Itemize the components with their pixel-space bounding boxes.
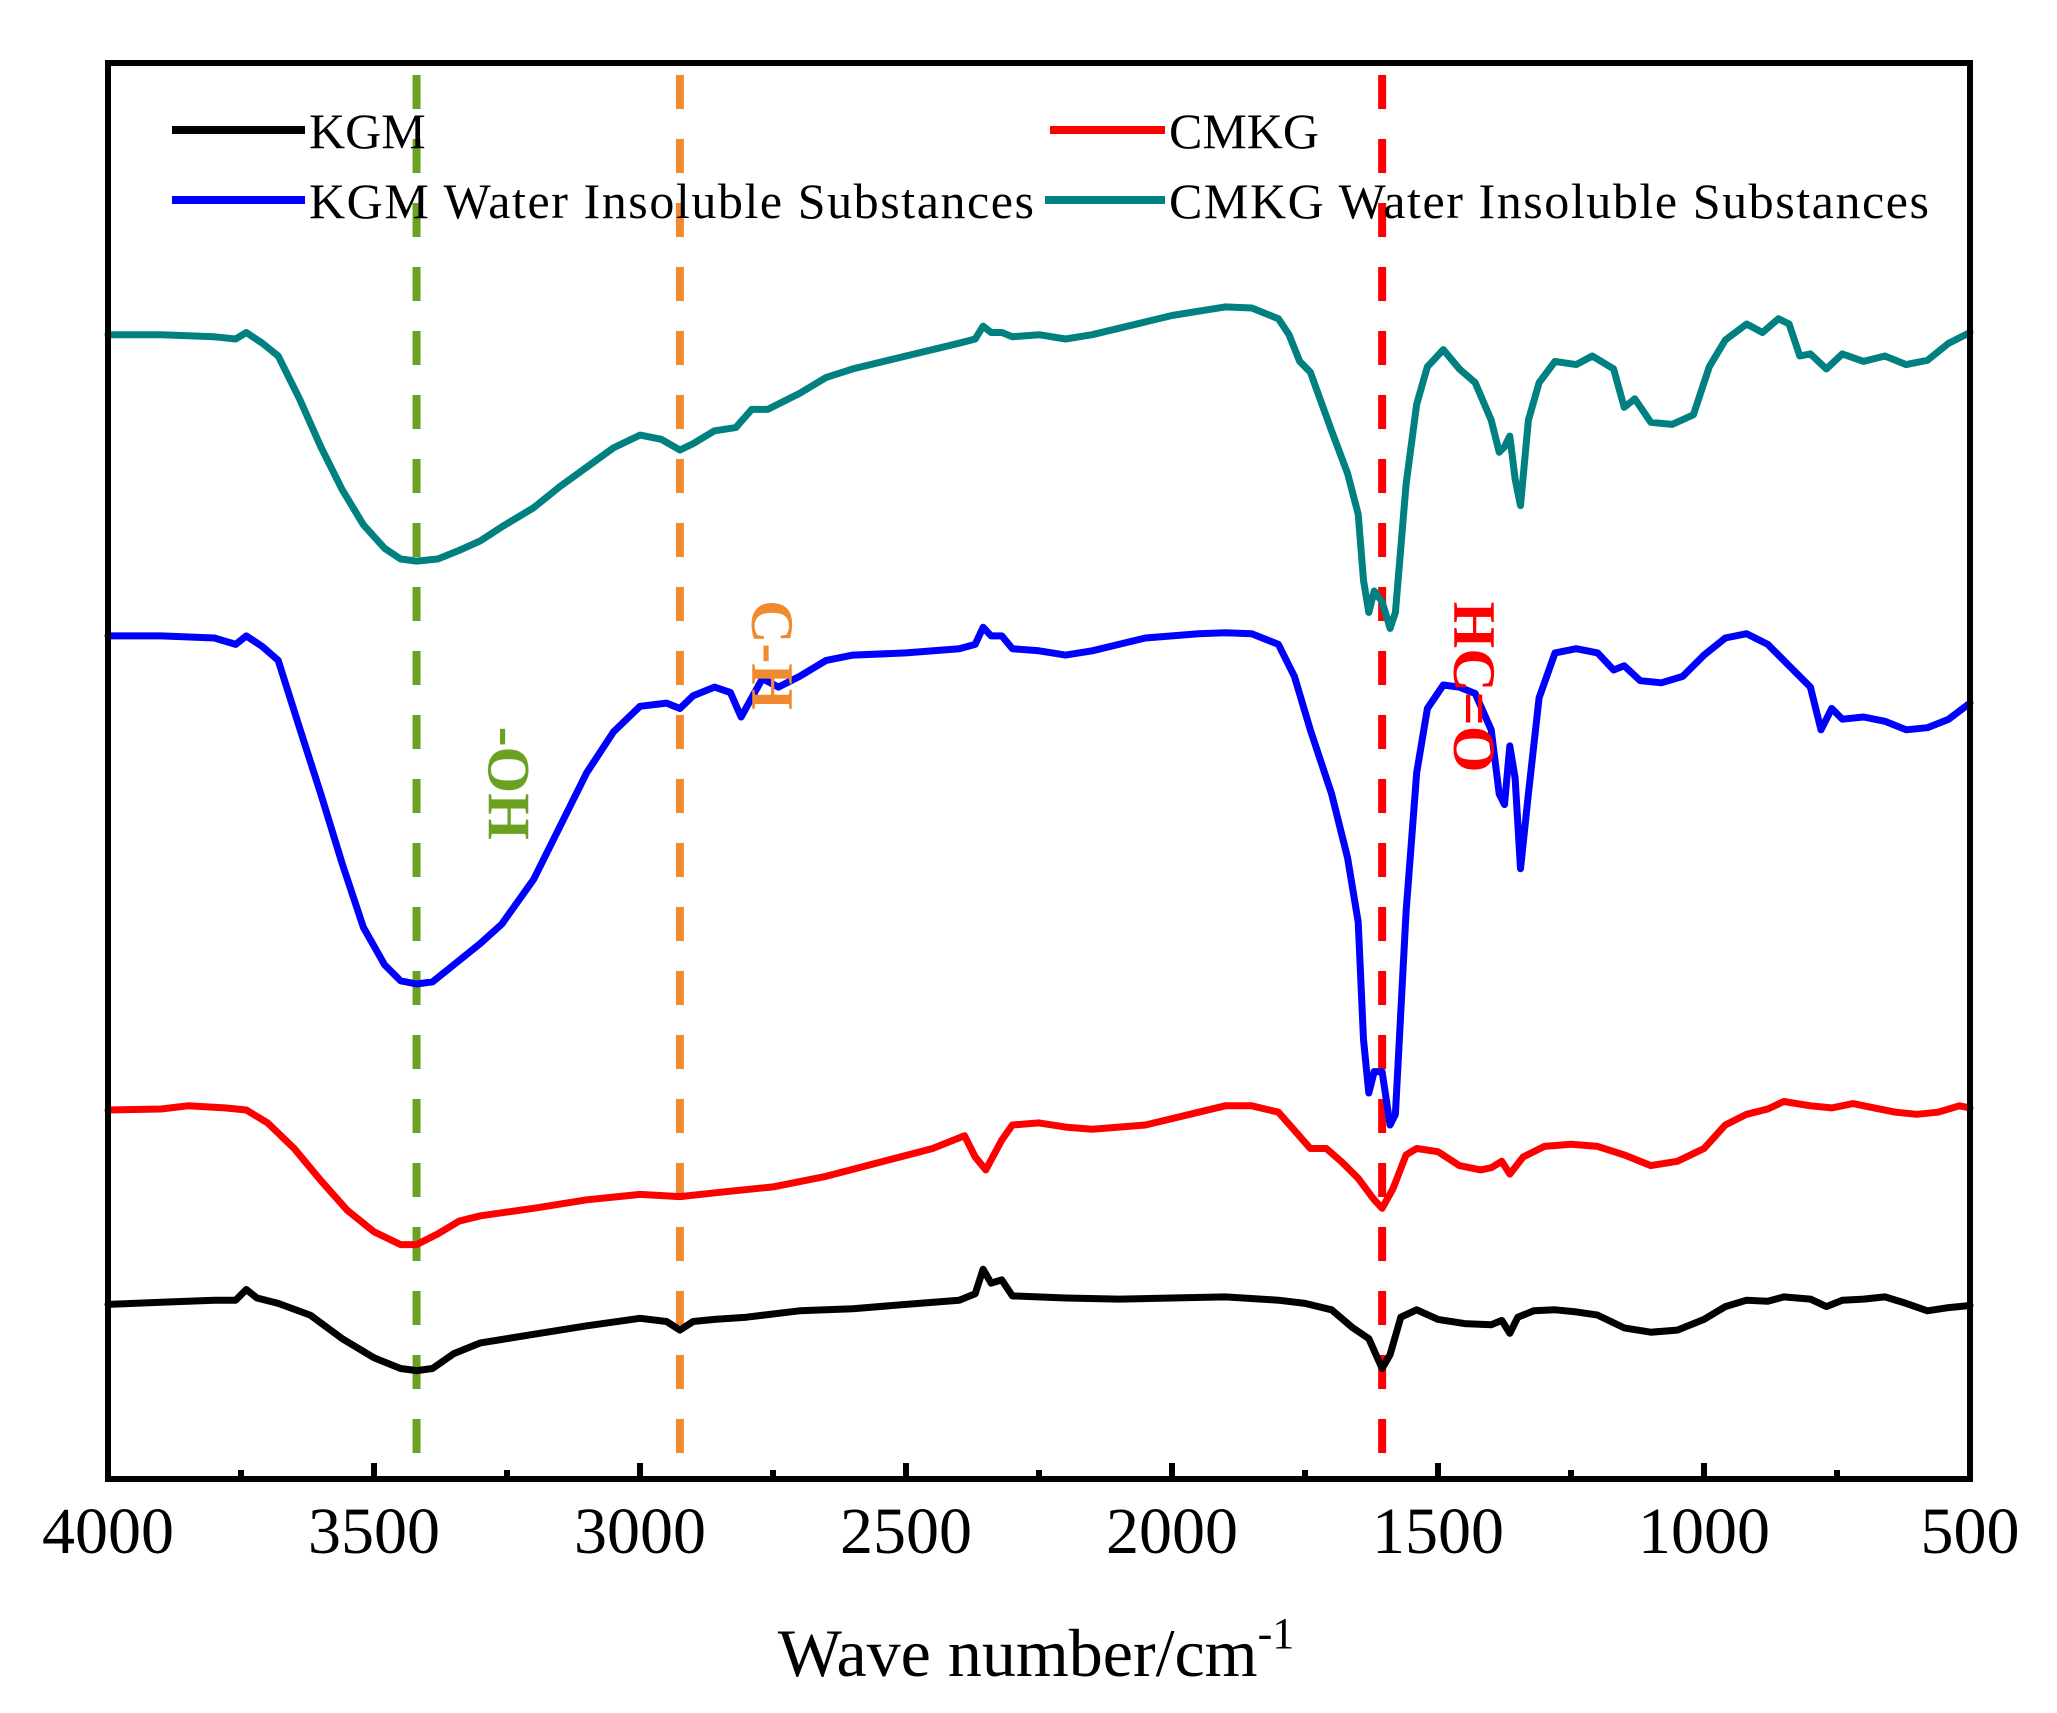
legend-label-kgm: KGM — [309, 103, 426, 159]
series-line-cmkg-water-insoluble-substances — [104, 303, 1974, 632]
x-axis-label: Wave number/cm-1 — [778, 1609, 1294, 1691]
x-tick-label: 1000 — [1638, 1495, 1770, 1568]
series-lines — [104, 303, 1974, 1375]
x-tick-label: 3000 — [574, 1495, 706, 1568]
legend-label-cmkg-water-insoluble-substances: CMKG Water Insoluble Substances — [1169, 173, 1929, 229]
reference-label-hco: HC=O — [1441, 602, 1507, 773]
reference-lines — [412, 75, 1387, 1471]
x-axis-ticks — [105, 1463, 1973, 1479]
x-tick-label: 3500 — [308, 1495, 440, 1568]
reference-line-labels: -OH C-H HC=O — [476, 600, 1508, 840]
x-axis-tick-labels: 4000 3500 3000 2500 2000 1500 1000 500 — [42, 1495, 2020, 1568]
series-line-kgm-water-insoluble-substances — [104, 623, 1974, 1129]
x-tick-label: 1500 — [1372, 1495, 1504, 1568]
legend-label-cmkg: CMKG — [1169, 103, 1319, 159]
x-tick-label: 2500 — [840, 1495, 972, 1568]
x-tick-label: 4000 — [42, 1495, 174, 1568]
x-axis-label-text: Wave number/cm — [778, 1615, 1258, 1691]
x-tick-label: 500 — [1921, 1495, 2020, 1568]
series-line-kgm — [104, 1265, 1974, 1375]
x-tick-label: 2000 — [1106, 1495, 1238, 1568]
reference-label-oh: -OH — [476, 727, 542, 840]
legend: KGM CMKG KGM Water Insoluble Substances CMK… — [172, 103, 1929, 229]
series-line-cmkg — [104, 1098, 1974, 1249]
reference-label-ch: C-H — [739, 600, 805, 710]
x-axis-label-superscript: -1 — [1258, 1609, 1295, 1658]
legend-label-kgm-water-insoluble-substances: KGM Water Insoluble Substances — [309, 173, 1034, 229]
